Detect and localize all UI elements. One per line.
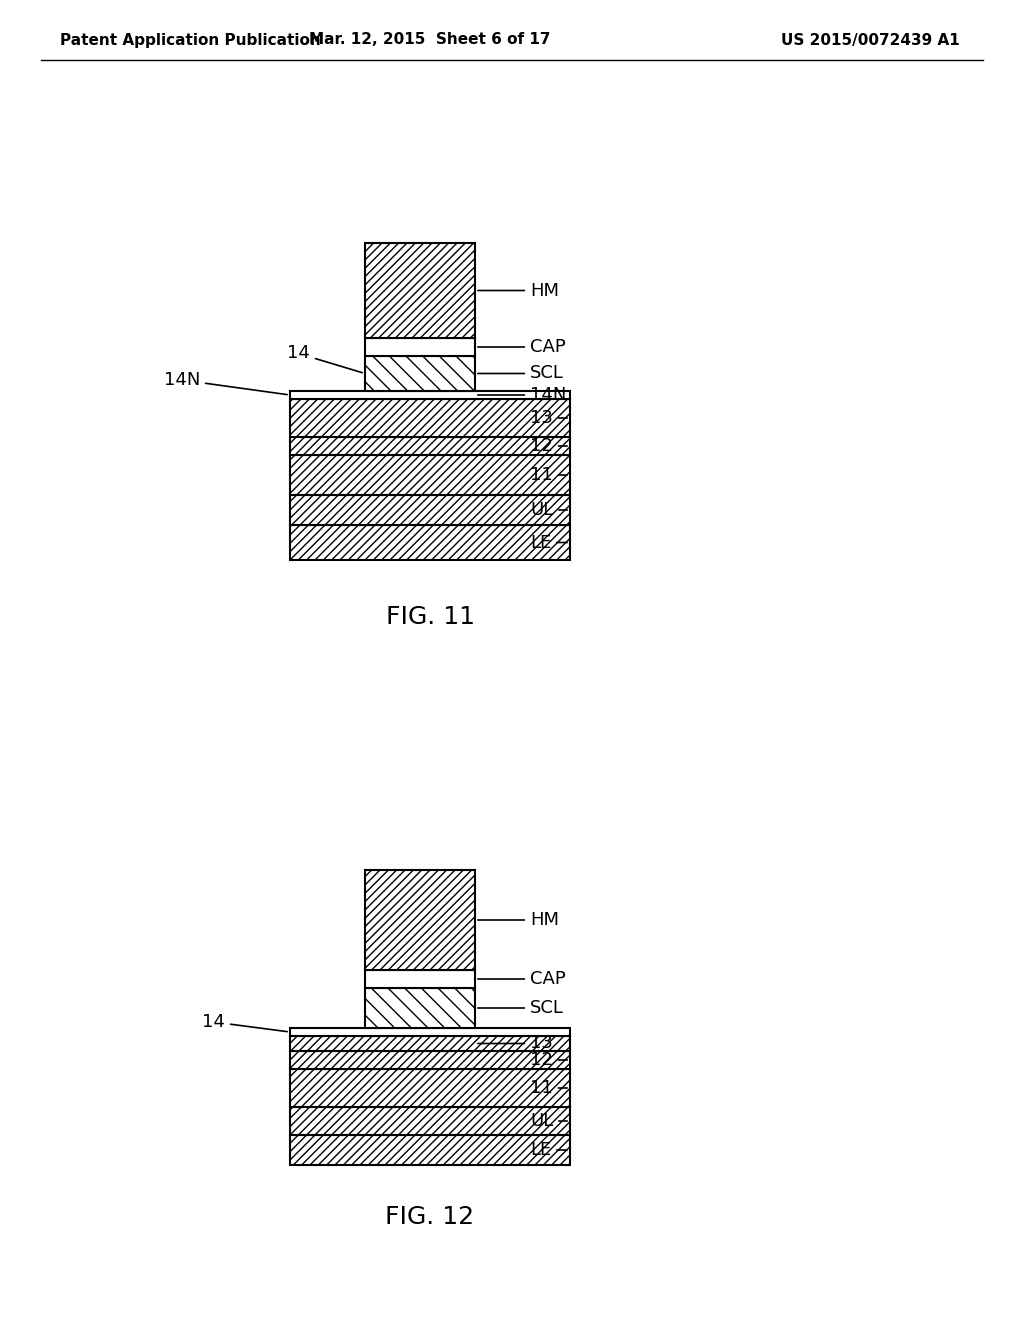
FancyBboxPatch shape <box>365 987 475 1028</box>
Text: 13: 13 <box>530 409 567 426</box>
Text: LE: LE <box>530 1140 567 1159</box>
FancyBboxPatch shape <box>290 1051 570 1069</box>
FancyBboxPatch shape <box>290 1135 570 1166</box>
Text: UL: UL <box>530 1111 567 1130</box>
Text: US 2015/0072439 A1: US 2015/0072439 A1 <box>781 33 961 48</box>
Text: 14: 14 <box>287 345 362 372</box>
Text: SCL: SCL <box>478 364 564 383</box>
Text: 12: 12 <box>530 437 567 455</box>
FancyBboxPatch shape <box>290 391 570 399</box>
Text: HM: HM <box>478 911 559 929</box>
FancyBboxPatch shape <box>365 243 475 338</box>
FancyBboxPatch shape <box>290 525 570 560</box>
Text: UL: UL <box>530 502 567 519</box>
FancyBboxPatch shape <box>365 338 475 356</box>
Text: CAP: CAP <box>478 338 565 356</box>
Text: 14N: 14N <box>164 371 288 395</box>
FancyBboxPatch shape <box>365 870 475 970</box>
Text: 14N: 14N <box>478 385 566 404</box>
Text: 11: 11 <box>530 1078 567 1097</box>
FancyBboxPatch shape <box>290 399 570 437</box>
Text: 14: 14 <box>202 1012 288 1032</box>
FancyBboxPatch shape <box>365 970 475 987</box>
FancyBboxPatch shape <box>290 455 570 495</box>
FancyBboxPatch shape <box>290 1107 570 1135</box>
Text: 13: 13 <box>478 1035 553 1052</box>
Text: 11: 11 <box>530 466 567 484</box>
Text: FIG. 12: FIG. 12 <box>385 1205 474 1229</box>
Text: Patent Application Publication: Patent Application Publication <box>60 33 321 48</box>
Text: HM: HM <box>478 281 559 300</box>
Text: LE: LE <box>530 533 567 552</box>
Text: FIG. 11: FIG. 11 <box>385 605 474 630</box>
FancyBboxPatch shape <box>290 1036 570 1051</box>
Text: 12: 12 <box>530 1051 567 1069</box>
FancyBboxPatch shape <box>290 437 570 455</box>
Text: Mar. 12, 2015  Sheet 6 of 17: Mar. 12, 2015 Sheet 6 of 17 <box>309 33 551 48</box>
FancyBboxPatch shape <box>290 495 570 525</box>
Text: CAP: CAP <box>478 970 565 987</box>
FancyBboxPatch shape <box>365 356 475 391</box>
Text: SCL: SCL <box>478 999 564 1016</box>
FancyBboxPatch shape <box>290 1028 570 1036</box>
FancyBboxPatch shape <box>290 1069 570 1107</box>
